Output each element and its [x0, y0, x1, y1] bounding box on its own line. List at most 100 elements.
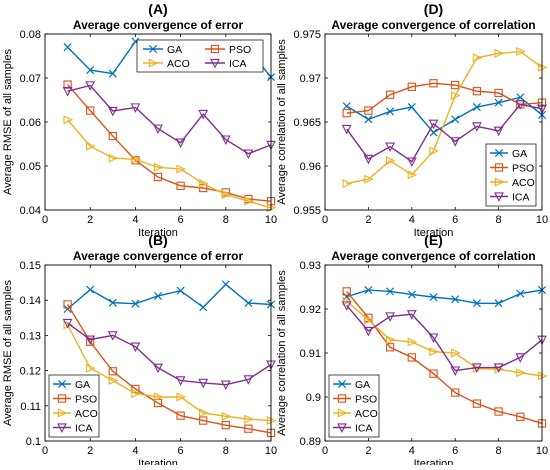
data-point — [364, 174, 374, 184]
series-aco — [63, 115, 277, 213]
legend: GA PSO ACO ICA — [136, 39, 264, 73]
series-line — [346, 300, 543, 377]
data-point — [472, 299, 481, 308]
y-tick-label: 0.12 — [20, 366, 41, 378]
x-tick-label: 4 — [132, 445, 138, 457]
panel-label: (D) — [424, 1, 443, 17]
data-point — [494, 98, 503, 107]
data-point — [407, 170, 418, 180]
x-tick-label: 4 — [132, 214, 138, 226]
data-point — [221, 190, 232, 200]
y-axis-label: Average correlation of all samples — [276, 39, 288, 205]
y-tick-label: 0.89 — [300, 436, 321, 448]
data-point — [364, 115, 373, 124]
legend-marker — [494, 163, 504, 172]
y-tick-label: 0.13 — [20, 330, 41, 342]
data-point — [363, 326, 374, 337]
data-point — [472, 53, 483, 63]
legend-marker — [148, 58, 159, 68]
data-point — [494, 48, 505, 58]
data-point — [516, 368, 526, 378]
data-point — [342, 287, 351, 296]
legend: GA PSO ACO ICA — [328, 374, 380, 438]
data-point — [199, 183, 208, 193]
legend-entry: PSO — [355, 394, 377, 406]
data-point — [244, 424, 253, 433]
data-point — [176, 392, 187, 402]
data-point — [450, 366, 461, 377]
y-tick-label: 0.96 — [300, 161, 321, 173]
series-aco — [63, 320, 277, 426]
legend-marker — [337, 408, 348, 418]
y-tick-label: 0.91 — [300, 348, 321, 360]
chart-panel: (E)Average convergence of correlation 0 2 4… — [276, 232, 548, 470]
data-point — [153, 162, 164, 172]
data-point — [243, 149, 254, 160]
data-point — [220, 380, 231, 391]
data-point — [407, 353, 416, 362]
data-point — [63, 304, 72, 314]
data-point — [450, 137, 461, 147]
data-point — [493, 363, 504, 373]
data-point — [407, 82, 416, 91]
data-point — [342, 296, 353, 306]
legend-entry: GA — [75, 379, 90, 391]
data-point — [199, 416, 208, 425]
axes-box — [44, 264, 272, 442]
legend-box — [136, 39, 264, 73]
legend-entry: ICA — [355, 423, 373, 435]
x-tick-label: 8 — [223, 214, 229, 226]
data-point — [451, 295, 460, 304]
data-point — [86, 106, 95, 115]
series-line — [346, 96, 543, 134]
legend-marker — [494, 177, 505, 187]
x-tick-label: 6 — [178, 445, 184, 457]
data-point — [429, 369, 438, 378]
legend-entry: ICA — [75, 423, 93, 435]
data-point — [471, 122, 482, 132]
x-tick-label: 6 — [178, 214, 184, 226]
series-line — [67, 84, 272, 155]
data-point — [176, 181, 185, 190]
series-line — [346, 50, 543, 185]
data-point — [342, 179, 353, 189]
series-line — [346, 103, 543, 163]
x-tick-label: 2 — [365, 214, 371, 226]
data-point — [131, 154, 141, 164]
data-point — [516, 412, 525, 421]
legend-entry: ACO — [167, 58, 190, 70]
data-point — [429, 128, 438, 137]
series-line — [67, 84, 272, 202]
panel-label: (B) — [148, 232, 167, 248]
legend-box — [485, 143, 537, 207]
data-point — [108, 69, 117, 78]
y-axis-label: Average RMSE of all samples — [2, 49, 14, 195]
data-point — [107, 331, 118, 341]
data-point — [85, 81, 96, 91]
legend: GA PSO ACO ICA — [485, 143, 537, 207]
data-point — [221, 411, 232, 421]
data-point — [407, 290, 416, 299]
data-point — [494, 407, 503, 416]
data-point — [198, 109, 209, 120]
chart-title: Average convergence of correlation — [331, 18, 535, 32]
y-axis-label: Average RMSE of all samples — [2, 280, 14, 426]
y-tick-label: 0.9 — [306, 392, 321, 404]
data-point — [176, 411, 185, 420]
data-point — [244, 196, 254, 206]
legend-marker — [57, 394, 67, 403]
data-point — [221, 421, 230, 430]
series-ga — [342, 93, 547, 137]
legend-entry: ICA — [229, 58, 247, 70]
data-point — [472, 103, 481, 112]
legend-entry: GA — [355, 379, 370, 391]
legend-marker — [210, 44, 220, 54]
data-point — [85, 335, 96, 346]
data-point — [63, 115, 74, 125]
y-tick-label: 0.975 — [293, 29, 321, 41]
data-point — [342, 102, 351, 111]
y-tick-label: 0.07 — [20, 73, 41, 85]
x-tick-label: 8 — [223, 445, 229, 457]
data-point — [107, 106, 118, 117]
